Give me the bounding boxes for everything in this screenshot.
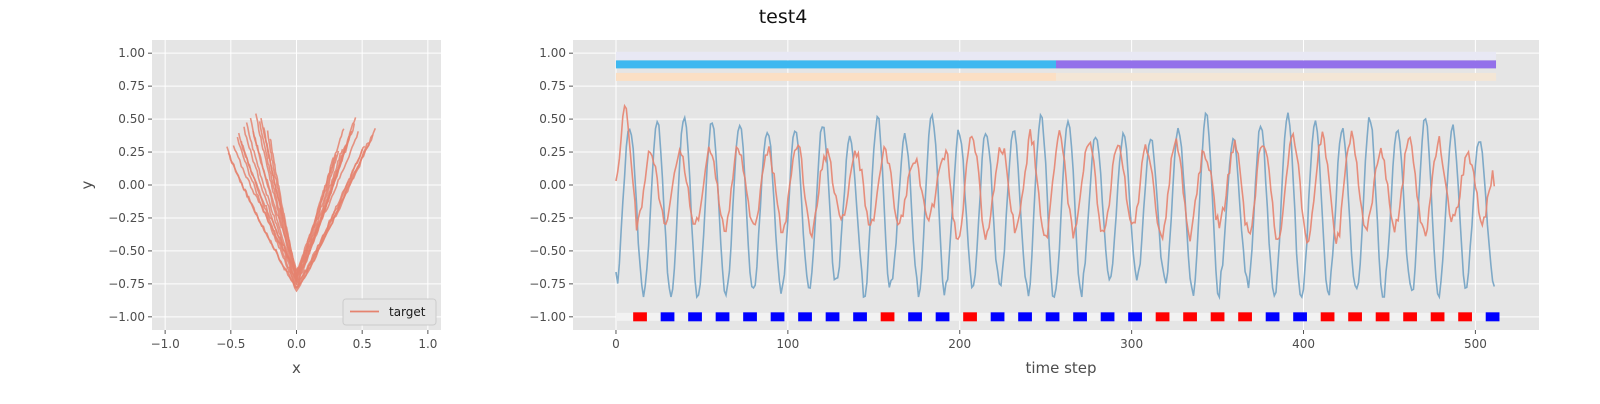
time-series-x-tick-label: 0: [612, 337, 620, 351]
trajectory-line-10: [266, 130, 344, 279]
trajectory-x-axis-label: x: [292, 359, 301, 377]
trajectory-x-tick-label: 0.5: [353, 337, 372, 351]
time-series-y-tick-label: 0.75: [539, 79, 566, 93]
time-series-x-tick-label: 500: [1464, 337, 1487, 351]
event-marker-blue: [1100, 312, 1115, 322]
event-marker-red: [1348, 312, 1362, 322]
phase-bar-3: [615, 72, 1056, 81]
time-series-lines: [615, 103, 1496, 301]
trajectory-y-tick-label: 0.00: [118, 178, 145, 192]
time-series-y-tick-label: −0.75: [529, 277, 566, 291]
phase-bar-1: [615, 60, 1056, 69]
event-marker-red: [1375, 312, 1390, 322]
event-marker-blue: [715, 312, 730, 322]
time-series-x-tick-label: 200: [948, 337, 971, 351]
figure-title: test4: [759, 6, 808, 28]
legend-box: [342, 298, 437, 326]
legend: target: [342, 298, 437, 326]
time-series-y-tick-label: 0.50: [539, 112, 566, 126]
event-marker-blue: [798, 312, 812, 322]
trajectory-line-8: [258, 121, 350, 282]
event-marker-blue: [908, 312, 922, 322]
time-series-y-tick-label: 1.00: [539, 46, 566, 60]
trajectory-x-ticks: −1.0 −0.5 0.0 0.5 1.0: [151, 330, 437, 351]
trajectory-line-3: [237, 132, 366, 289]
event-marker-red: [1458, 312, 1472, 322]
event-marker-blue: [990, 312, 1005, 322]
signal-line-orange: [615, 103, 1496, 245]
event-marker-blue: [853, 312, 867, 322]
event-marker-blue: [770, 312, 785, 322]
trajectory-lines: [226, 113, 377, 293]
time-series-y-tick-label: 0.25: [539, 145, 566, 159]
time-series-x-tick-label: 400: [1292, 337, 1315, 351]
phase-bar-0: [615, 51, 1497, 60]
event-marker-red: [1320, 312, 1335, 322]
time-series-y-tick-label: 0.00: [539, 178, 566, 192]
event-marker-red: [633, 312, 647, 322]
event-marker-blue: [743, 312, 757, 322]
event-marker-blue: [1265, 312, 1280, 322]
trajectory-plot-grid: [152, 40, 441, 330]
event-marker-red: [1155, 312, 1170, 322]
event-marker-blue: [935, 312, 950, 322]
event-marker-blue: [825, 312, 840, 322]
time-series-y-tick-label: −0.25: [529, 211, 566, 225]
time-series-x-tick-label: 100: [776, 337, 799, 351]
trajectory-x-tick-label: −0.5: [216, 337, 245, 351]
event-marker-red: [1210, 312, 1225, 322]
phase-bars: [615, 51, 1497, 81]
trajectory-y-tick-label: 0.50: [118, 112, 145, 126]
trajectory-x-tick-label: 1.0: [418, 337, 437, 351]
event-marker-blue: [1045, 312, 1060, 322]
event-marker-blue: [1073, 312, 1087, 322]
event-marker-blue: [1018, 312, 1032, 322]
trajectory-plot: −1.0 −0.5 0.0 0.5 1.0 −1.00 −0.75 −0.50 −0.25 0.…: [78, 40, 441, 377]
trajectory-y-tick-label: 0.75: [118, 79, 145, 93]
legend-label-target: target: [389, 305, 426, 319]
event-marker-red: [1430, 312, 1445, 322]
trajectory-y-tick-label: −0.25: [108, 211, 145, 225]
time-series-x-tick-label: 300: [1120, 337, 1143, 351]
phase-bar-4: [1056, 72, 1497, 81]
trajectory-y-tick-label: −0.50: [108, 244, 145, 258]
time-series-x-ticks: 0 100 200 300 400 500: [612, 330, 1487, 351]
trajectory-y-tick-label: 0.25: [118, 145, 145, 159]
trajectory-y-tick-label: −1.00: [108, 310, 145, 324]
event-marker-red: [1183, 312, 1197, 322]
event-marker-red: [880, 312, 895, 322]
event-marker-blue: [1128, 312, 1142, 322]
event-marker-red: [963, 312, 977, 322]
time-series-y-ticks: −1.00 −0.75 −0.50 −0.25 0.00 0.25 0.50 0.75 1.00: [529, 46, 573, 324]
event-markers: [615, 312, 1500, 322]
event-marker-blue: [1293, 312, 1307, 322]
trajectory-line-15: [260, 117, 345, 276]
event-marker-blue: [1485, 312, 1500, 322]
trajectory-y-tick-label: 1.00: [118, 46, 145, 60]
event-marker-blue: [660, 312, 675, 322]
event-marker-red: [1403, 312, 1417, 322]
trajectory-y-ticks: −1.00 −0.75 −0.50 −0.25 0.00 0.25 0.50 0.75 1.00: [108, 46, 152, 324]
event-marker-red: [1238, 312, 1252, 322]
time-series-plot: 0 100 200 300 400 500 −1.00 −0.75 −0.50 −0.25 0.0…: [529, 40, 1539, 377]
trajectory-y-axis-label: y: [78, 180, 96, 189]
time-series-y-tick-label: −1.00: [529, 310, 566, 324]
time-series-y-tick-label: −0.50: [529, 244, 566, 258]
trajectory-x-tick-label: 0.0: [287, 337, 306, 351]
trajectory-y-tick-label: −0.75: [108, 277, 145, 291]
time-series-x-axis-label: time step: [1025, 359, 1096, 377]
event-marker-blue: [688, 312, 702, 322]
trajectory-x-tick-label: −1.0: [151, 337, 180, 351]
phase-bar-2: [1056, 60, 1497, 69]
